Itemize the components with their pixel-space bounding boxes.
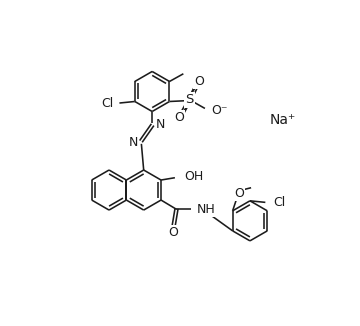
Text: O⁻: O⁻ bbox=[211, 104, 228, 117]
Text: O: O bbox=[194, 75, 204, 88]
Text: Cl: Cl bbox=[273, 196, 285, 209]
Text: O: O bbox=[175, 111, 184, 124]
Text: Cl: Cl bbox=[101, 96, 113, 110]
Text: NH: NH bbox=[197, 203, 216, 216]
Text: O: O bbox=[168, 226, 178, 239]
Text: Na⁺: Na⁺ bbox=[269, 113, 296, 127]
Text: OH: OH bbox=[184, 170, 203, 184]
Text: O: O bbox=[234, 187, 244, 200]
Text: N: N bbox=[129, 136, 138, 149]
Text: N: N bbox=[156, 118, 165, 131]
Text: S: S bbox=[185, 94, 194, 107]
